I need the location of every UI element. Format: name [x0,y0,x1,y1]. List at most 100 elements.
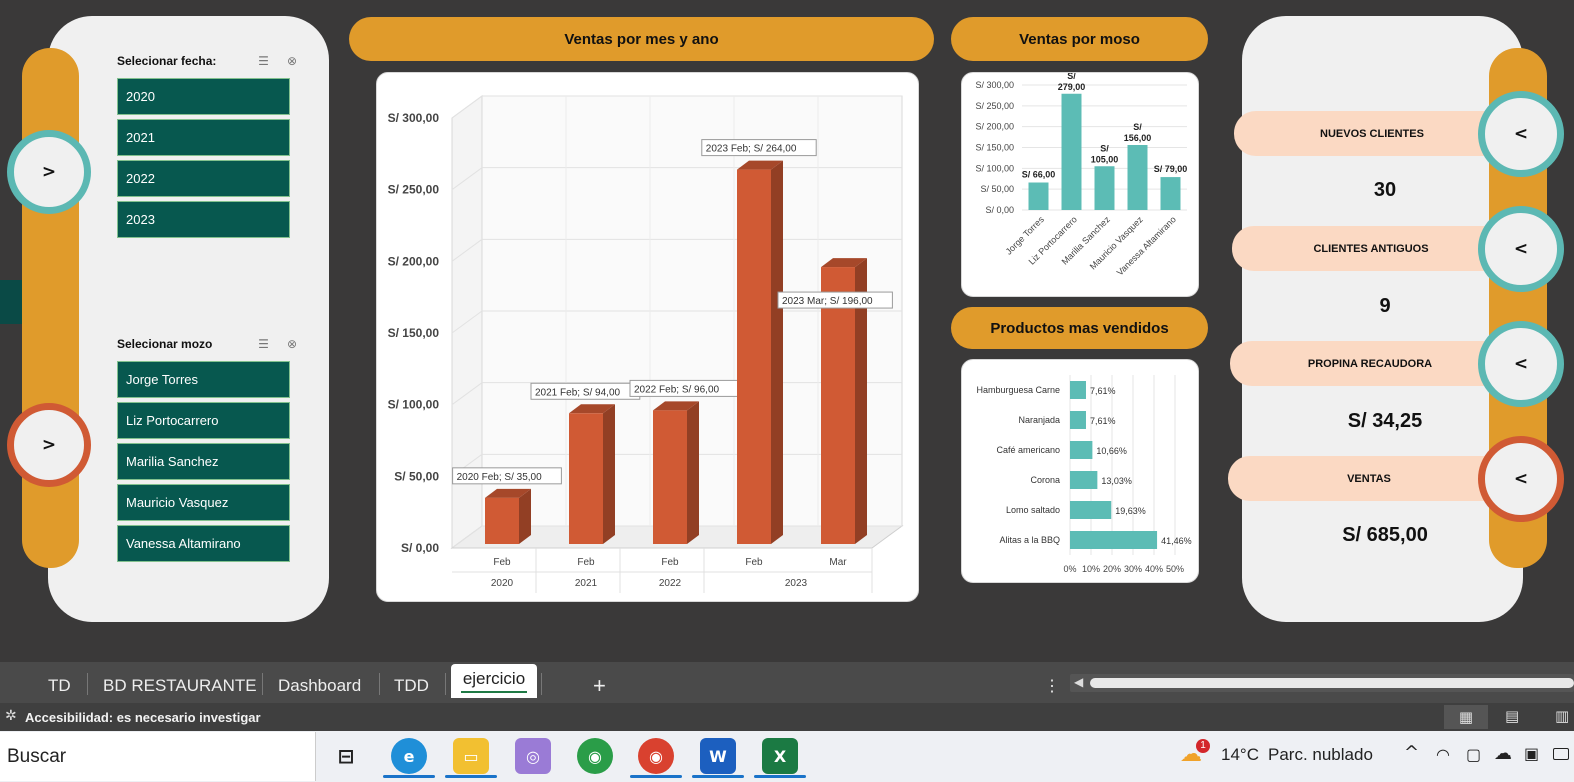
y-tick-label: S/ 50,00 [980,184,1014,194]
kpi-label-ventas: VENTAS [1228,456,1510,501]
edge-icon[interactable]: e [391,738,427,774]
chart-gridline-side [451,310,483,334]
data-label-box [701,139,817,157]
bar-side [771,160,783,544]
sheet-tab-dashboard[interactable]: Dashboard [278,676,362,695]
data-label: 105,00 [1091,154,1119,164]
weather-temp[interactable]: 14°C [1221,745,1259,764]
x-tick-month: Mar [829,557,847,568]
chart-gridline-side [451,95,483,119]
data-label-currency: S/ [1067,73,1076,81]
clear-filter-icon[interactable]: ⊗ [286,54,297,68]
sheet-tab-tdd[interactable]: TDD [394,676,429,695]
toggle-panel-button-top[interactable]: > [7,130,91,214]
bar [653,410,687,544]
slicer-item-2020[interactable]: 2020 [117,78,290,115]
sheet-tab-ejercicio-active[interactable]: ejercicio [451,664,537,698]
sheet-tab-bd-restaurante[interactable]: BD RESTAURANTE [103,676,257,695]
display-icon[interactable]: ▣ [1524,744,1540,763]
page-layout-icon[interactable]: ▤ [1505,707,1520,725]
tab-separator [262,673,263,695]
chart-gridline-side [451,238,483,262]
kpi-button-clientes-antiguos[interactable]: < [1478,206,1564,292]
data-label: 19,63% [1115,506,1146,516]
bar-side [519,488,531,544]
scroll-left-icon[interactable]: ◀ [1074,675,1084,689]
slicer-item-jorge-torres[interactable]: Jorge Torres [117,361,290,398]
slicer-item-2021[interactable]: 2021 [117,119,290,156]
kpi-value-nuevos-clientes: 30 [1373,179,1397,201]
multi-select-icon[interactable]: ☰ [258,337,269,351]
bar [1094,166,1115,210]
chart-gridline-side [451,382,483,406]
slicer-item-2023[interactable]: 2023 [117,201,290,238]
scrollbar-thumb[interactable] [1090,678,1574,688]
chart-gridline-side [451,167,483,191]
header-productos: Productos mas vendidos [951,307,1208,349]
meet-now-icon[interactable]: ▢ [1466,745,1482,764]
weather-badge: 1 [1196,739,1210,753]
clear-filter-icon[interactable]: ⊗ [286,337,297,351]
left-accent-strip [22,48,79,568]
page-break-icon[interactable]: ▥ [1555,707,1570,725]
word-icon[interactable]: W [700,738,736,774]
sheet-tab-td[interactable]: TD [48,676,71,695]
data-label: 2021 Feb; S/ 94,00 [535,387,621,398]
chrome-profile-icon[interactable]: ◉ [638,738,674,774]
bar-top [569,404,615,414]
y-tick-label: S/ 0,00 [401,541,439,555]
photo-app-icon[interactable]: ◎ [515,738,551,774]
chevron-up-icon[interactable]: ^ [1404,742,1420,763]
slicer-item-marilia-sanchez[interactable]: Marilia Sanchez [117,443,290,480]
slicer-item-liz-portocarrero[interactable]: Liz Portocarrero [117,402,290,439]
kpi-button-ventas[interactable]: < [1478,436,1564,522]
slicer-item-2022[interactable]: 2022 [117,160,290,197]
kpi-label-nuevos-clientes: NUEVOS CLIENTES [1234,111,1510,156]
slicer-item-mauricio-vasquez[interactable]: Mauricio Vasquez [117,484,290,521]
data-label: 7,61% [1090,386,1116,396]
chart-ventas-moso-svg: S/ 0,00 S/ 50,00 S/ 100,00 S/ 150,00 S/ 200,… [975,71,1187,278]
bar-side [687,401,699,544]
slicer-mozo: Selecionar mozo ☰ ⊗ Jorge Torres Liz Por… [117,335,297,566]
tab-options-icon[interactable]: ⋮ [1044,678,1060,695]
chart-ventas-moso: S/ 0,00 S/ 50,00 S/ 100,00 S/ 150,00 S/ 200,… [961,71,1199,297]
x-tick-label: 30% [1124,564,1142,574]
kpi-value-ventas: S/ 685,00 [1342,524,1428,546]
multi-select-icon[interactable]: ☰ [258,54,269,68]
data-label-box [777,291,893,309]
x-tick-year: 2021 [575,578,598,589]
weather-desc[interactable]: Parc. nublado [1268,745,1373,764]
wifi-icon[interactable]: ◠ [1436,745,1450,764]
chart-productos-svg: 0% 10% 20% 30% 40% 50% 7,61% Hamburguesa Carne 7… [976,375,1192,574]
data-label: 13,03% [1101,476,1132,486]
horizontal-scrollbar[interactable]: ◀ [1070,674,1574,692]
y-tick-label: Naranjada [1018,415,1060,425]
task-view-icon[interactable]: ⊟ [337,744,355,768]
accessibility-icon[interactable]: ✲ [5,708,17,724]
file-explorer-icon[interactable]: ▭ [453,738,489,774]
bar-side [603,404,615,544]
kpi-button-propina[interactable]: < [1478,321,1564,407]
add-sheet-button[interactable]: + [593,673,606,698]
data-label: S/ 66,00 [1022,170,1056,180]
toggle-panel-button-bottom[interactable]: > [7,403,91,487]
header-ventas-mes: Ventas por mes y ano [349,17,934,61]
x-tick-year: 2020 [491,578,514,589]
accessibility-status[interactable]: Accesibilidad: es necesario investigar [25,710,261,725]
kpi-button-nuevos-clientes[interactable]: < [1478,91,1564,177]
data-label: 7,61% [1090,416,1116,426]
x-tick-label: 0% [1063,564,1076,574]
slicer-mozo-title: Selecionar mozo [117,337,213,351]
bar [1160,177,1181,210]
slicer-item-vanessa-altamirano[interactable]: Vanessa Altamirano [117,525,290,562]
y-tick-label: S/ 250,00 [388,183,440,197]
chrome-icon[interactable]: ◉ [577,738,613,774]
battery-icon[interactable] [1553,748,1569,760]
bar-side [855,258,867,544]
taskbar-search[interactable]: Buscar [0,732,316,781]
excel-icon[interactable]: X [762,738,798,774]
normal-view-icon[interactable]: ▦ [1444,705,1488,729]
bar [1070,411,1086,429]
onedrive-icon[interactable]: ☁ [1494,743,1512,764]
x-tick-label: 10% [1082,564,1100,574]
